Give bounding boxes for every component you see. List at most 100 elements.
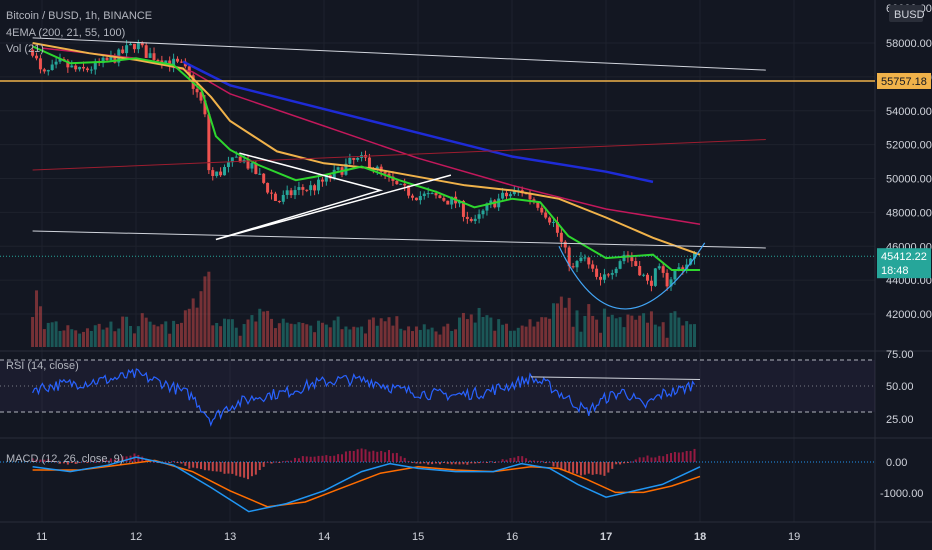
candle-body xyxy=(172,58,176,67)
ema-indicator-label[interactable]: 4EMA (200, 21, 55, 100) xyxy=(6,27,125,39)
price-axis[interactable]: 60000.00 BUSD xyxy=(886,3,932,22)
rsi-trendline[interactable] xyxy=(530,376,701,380)
macd-histogram-bar xyxy=(670,453,673,462)
macd-histogram-bar xyxy=(423,462,426,464)
volume-bar xyxy=(340,329,344,347)
volume-bar xyxy=(148,321,152,347)
macd-histogram-bar xyxy=(223,462,226,474)
volume-bar xyxy=(540,317,544,347)
candle-body xyxy=(348,157,352,164)
volume-bar xyxy=(352,326,356,347)
trendline-lower[interactable] xyxy=(32,230,766,249)
candle-body xyxy=(497,198,501,208)
candle-body xyxy=(179,61,183,63)
volume-bar xyxy=(618,317,622,347)
candle-body xyxy=(481,210,485,215)
volume-bar xyxy=(649,311,653,347)
price-tick: 54000.00 xyxy=(886,106,932,118)
candle-body xyxy=(438,195,442,199)
macd-histogram-bar xyxy=(250,462,253,477)
candle-body xyxy=(634,261,638,267)
volume-indicator-label[interactable]: Vol (21) xyxy=(6,43,44,55)
candle-body xyxy=(66,60,70,68)
volume-bar xyxy=(50,322,54,347)
macd-histogram-bar xyxy=(607,462,610,473)
rsi-indicator-label[interactable]: RSI (14, close) xyxy=(6,360,79,372)
volume-bar xyxy=(458,317,462,347)
macd-histogram-bar xyxy=(243,462,246,478)
volume-bar xyxy=(485,315,489,347)
candle-body xyxy=(673,270,677,280)
volume-bar xyxy=(579,331,583,347)
macd-histogram-bar xyxy=(297,458,300,462)
volume-bar xyxy=(544,317,548,347)
volume-bar xyxy=(505,323,509,347)
candle-body xyxy=(101,57,105,64)
macd-histogram-bar xyxy=(364,449,367,462)
currency-badge[interactable] xyxy=(889,5,923,22)
volume-bar xyxy=(258,308,262,347)
macd-histogram-bar xyxy=(172,460,175,462)
candle-body xyxy=(552,221,556,223)
time-axis[interactable]: 11 12 13 14 15 16 17 18 19 xyxy=(36,531,800,543)
volume-bar xyxy=(657,326,661,347)
macd-histogram-bar xyxy=(681,452,684,462)
volume-bar xyxy=(168,333,172,347)
candle-body xyxy=(74,65,78,70)
macd-histogram-bar xyxy=(685,450,688,462)
candle-body xyxy=(642,274,646,276)
candle-body xyxy=(465,216,469,219)
volume-bar xyxy=(563,307,567,347)
drawings[interactable] xyxy=(0,37,875,310)
trendline-upper[interactable] xyxy=(32,37,766,71)
macd-histogram-bar xyxy=(517,456,520,462)
volume-bar xyxy=(301,322,305,347)
macd-histogram-bar xyxy=(86,462,89,463)
candle-body xyxy=(418,196,422,201)
volume-bar xyxy=(634,319,638,347)
candle-body xyxy=(677,267,681,271)
candle-body xyxy=(176,58,180,62)
volume-bar xyxy=(646,322,650,347)
candle-body xyxy=(238,156,242,163)
volume-bar xyxy=(575,310,579,347)
volume-bar xyxy=(109,321,113,347)
volume-bar xyxy=(285,322,289,347)
macd-histogram-bar xyxy=(70,462,73,463)
last-price-label-box xyxy=(877,248,931,279)
candle-body xyxy=(559,232,563,242)
volume-bar xyxy=(144,317,148,347)
triangle-pattern[interactable] xyxy=(215,152,452,241)
volume-bar xyxy=(89,330,93,347)
candle-body xyxy=(38,58,42,70)
candle-body xyxy=(234,156,238,158)
candle-body xyxy=(136,42,140,50)
candle-body xyxy=(587,257,591,265)
volume-bar xyxy=(270,318,274,347)
candle-body xyxy=(563,241,567,248)
volume-bar xyxy=(638,315,642,347)
volume-bar xyxy=(266,310,270,347)
macd-histogram-bar xyxy=(82,461,85,463)
macd-histogram-bar xyxy=(94,461,97,463)
candle-body xyxy=(78,66,82,70)
candle-body xyxy=(681,267,685,271)
macd-histogram-bar xyxy=(313,456,316,462)
cup-arc[interactable] xyxy=(558,242,706,310)
candle-body xyxy=(109,55,113,61)
macd-histogram-bar xyxy=(149,461,152,463)
macd-histogram-bar xyxy=(239,462,242,477)
volume-bar xyxy=(693,324,697,347)
volume-bar xyxy=(82,331,86,347)
price-tick: 42000.00 xyxy=(886,309,932,321)
candle-body xyxy=(599,276,603,280)
macd-histogram-bar xyxy=(509,458,512,462)
volume-bar xyxy=(583,315,587,347)
macd-indicator-label[interactable]: MACD (12, 26, close, 9) xyxy=(6,453,123,465)
long-ema-line[interactable] xyxy=(32,139,766,171)
candle-body xyxy=(309,185,313,191)
symbol-title[interactable]: Bitcoin / BUSD, 1h, BINANCE xyxy=(6,10,152,22)
candle-body xyxy=(591,264,595,269)
volume-bar xyxy=(367,319,371,347)
